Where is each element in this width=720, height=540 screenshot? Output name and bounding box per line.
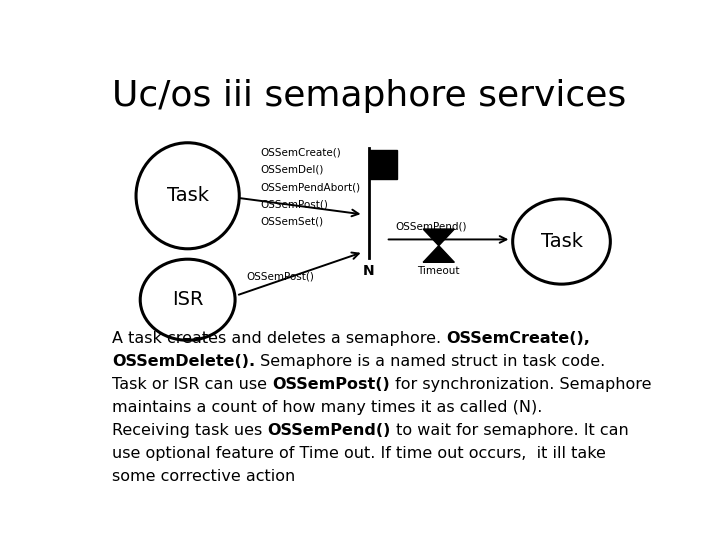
Text: some corrective action: some corrective action <box>112 469 296 484</box>
Text: Task: Task <box>541 232 582 251</box>
Text: Uc/os iii semaphore services: Uc/os iii semaphore services <box>112 79 626 113</box>
Text: OSSemPost(): OSSemPost() <box>246 272 314 282</box>
Text: OSSemCreate(),: OSSemCreate(), <box>446 332 590 346</box>
Text: OSSemDel(): OSSemDel() <box>260 165 323 174</box>
Text: Semaphore is a named struct in task code.: Semaphore is a named struct in task code… <box>256 354 606 369</box>
Text: Task or ISR can use: Task or ISR can use <box>112 377 272 392</box>
Text: use optional feature of Time out. If time out occurs,  it ill take: use optional feature of Time out. If tim… <box>112 446 606 461</box>
Polygon shape <box>423 229 454 246</box>
Text: OSSemPend(): OSSemPend() <box>396 222 467 232</box>
Text: maintains a count of how many times it as called (N).: maintains a count of how many times it a… <box>112 400 543 415</box>
Text: OSSemPendAbort(): OSSemPendAbort() <box>260 182 360 192</box>
Text: Receiving task ues: Receiving task ues <box>112 423 268 438</box>
Text: A task creates and deletes a semaphore.: A task creates and deletes a semaphore. <box>112 332 446 346</box>
Polygon shape <box>423 246 454 262</box>
Text: ISR: ISR <box>172 290 203 309</box>
Text: OSSemPost(): OSSemPost() <box>272 377 390 392</box>
Text: OSSemDelete().: OSSemDelete(). <box>112 354 256 369</box>
Text: to wait for semaphore. It can: to wait for semaphore. It can <box>391 423 629 438</box>
Text: OSSemSet(): OSSemSet() <box>260 217 323 227</box>
Text: Timeout: Timeout <box>418 266 460 275</box>
Text: OSSemCreate(): OSSemCreate() <box>260 147 341 157</box>
Text: for synchronization. Semaphore: for synchronization. Semaphore <box>390 377 652 392</box>
Text: Task: Task <box>166 186 209 205</box>
Text: N: N <box>363 265 375 279</box>
Bar <box>369 150 397 179</box>
Text: OSSemPend(): OSSemPend() <box>268 423 391 438</box>
Text: OSSemPost(): OSSemPost() <box>260 199 328 210</box>
